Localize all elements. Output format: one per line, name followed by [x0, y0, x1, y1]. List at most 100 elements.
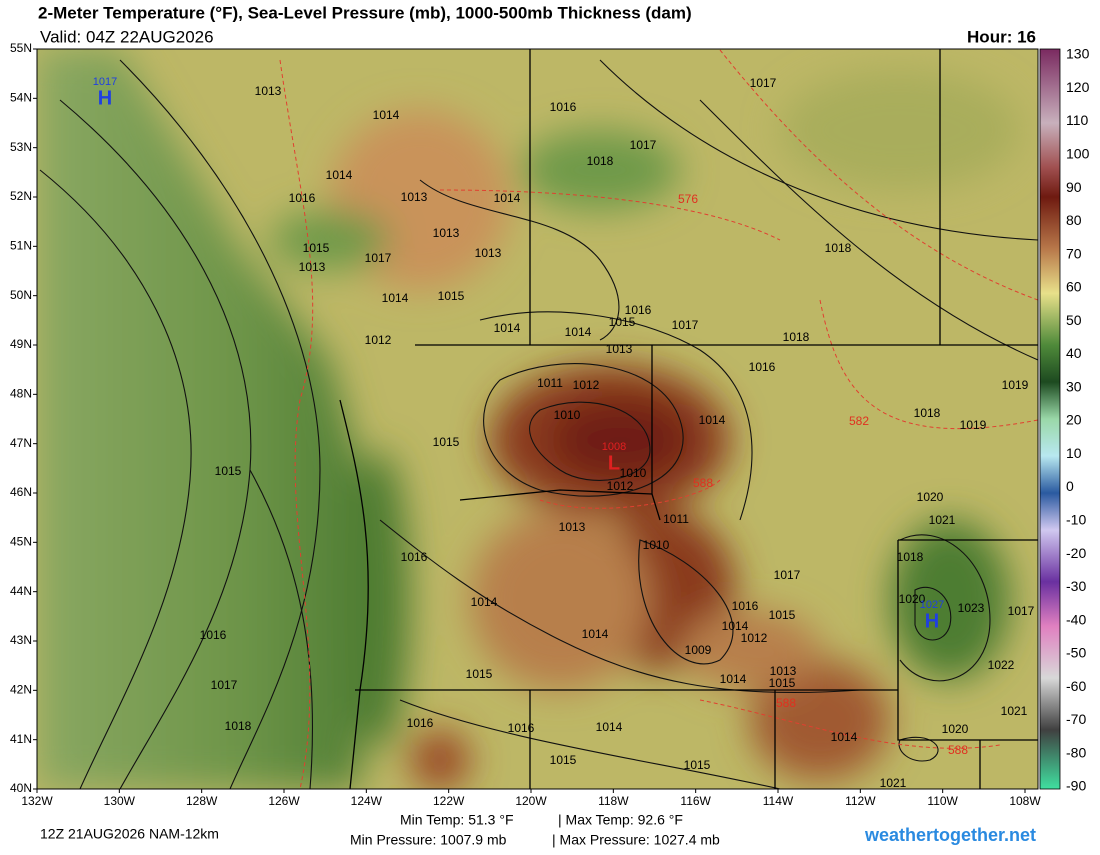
isobar-label: 1015 [684, 758, 711, 772]
map-frame [36, 48, 1039, 790]
isobar-label: 1015 [438, 289, 465, 303]
isobar-label: 1014 [722, 619, 749, 633]
isobar-label: 1020 [917, 490, 944, 504]
colorbar-label: -40 [1066, 611, 1086, 627]
isobar-label: 1018 [587, 154, 614, 168]
isobar-label: 1017 [672, 318, 699, 332]
latitude-label: 54N [10, 91, 32, 105]
isobar-label: 1010 [620, 466, 647, 480]
colorbar-label: 20 [1066, 412, 1082, 428]
longitude-label: 108W [1009, 794, 1041, 808]
isobar-label: 1013 [606, 342, 633, 356]
borders [339, 49, 1038, 789]
latitude-label: 40N [10, 781, 32, 795]
isobar-label: 1014 [596, 720, 623, 734]
isobar-label: 1016 [407, 716, 434, 730]
colorbar-label: -20 [1066, 545, 1086, 561]
isobar-label: 1016 [625, 303, 652, 317]
isobar-label: 1014 [373, 108, 400, 122]
isobar-label: 1013 [770, 664, 797, 678]
isobar-label: 1010 [554, 408, 581, 422]
isobar-label: 1014 [831, 730, 858, 744]
colorbar-label: -30 [1066, 578, 1086, 594]
thickness-label: 588 [693, 476, 713, 490]
isobar-label: 1014 [699, 413, 726, 427]
isobar-label: 1015 [215, 464, 242, 478]
valid-time: Valid: 04Z 22AUG2026 [40, 27, 214, 46]
longitude-label: 122W [433, 794, 465, 808]
isobar-label: 1017 [630, 138, 657, 152]
max-pressure: | Max Pressure: 1027.4 mb [552, 832, 720, 848]
isobar-label: 1016 [732, 599, 759, 613]
isobar-label: 1023 [958, 601, 985, 615]
isobar-label: 1016 [550, 100, 577, 114]
temperature-shading [37, 49, 1020, 789]
thickness-label: 582 [849, 414, 869, 428]
latitude-label: 45N [10, 535, 32, 549]
colorbar-label: 130 [1066, 46, 1090, 62]
latitude-label: 51N [10, 239, 32, 253]
longitude-label: 124W [351, 794, 383, 808]
site-credit: weathertogether.net [864, 825, 1036, 845]
longitude-label: 128W [186, 794, 218, 808]
isobar-label: 1018 [783, 330, 810, 344]
thickness-label: 588 [776, 696, 796, 710]
model-run: 12Z 21AUG2026 NAM-12km [40, 826, 219, 842]
min-pressure: Min Pressure: 1007.9 mb [350, 832, 507, 848]
colorbar-label: 100 [1066, 146, 1090, 162]
isobar-label: 1017 [365, 251, 392, 265]
colorbar-label: 90 [1066, 179, 1082, 195]
isobar-label: 1016 [289, 191, 316, 205]
latitude-label: 49N [10, 337, 32, 351]
isobar-label: 1022 [988, 658, 1015, 672]
longitude-label: 126W [268, 794, 300, 808]
isobar-label: 1017 [1008, 604, 1035, 618]
isobar-label: 1018 [825, 241, 852, 255]
isobar-label: 1014 [494, 321, 521, 335]
latitude-label: 42N [10, 683, 32, 697]
isobar-label: 1009 [685, 643, 712, 657]
isobar-label: 1012 [573, 378, 600, 392]
latitude-label: 52N [10, 189, 32, 203]
map-labels: 1013 1014 1014 1016 1017 1016 1013 1014 1018 1017… [93, 76, 1035, 789]
isobar-label: 1015 [609, 315, 636, 329]
isobar-label: 1013 [559, 520, 586, 534]
map-field: 1013 1014 1014 1016 1017 1016 1013 1014 1018 1017… [37, 49, 1038, 789]
colorbar-label: -10 [1066, 512, 1086, 528]
colorbar-label: 50 [1066, 312, 1082, 328]
colorbar-label: -80 [1066, 744, 1086, 760]
isobar-label: 1011 [537, 376, 563, 390]
isobar-label: 1013 [475, 246, 502, 260]
max-temp: | Max Temp: 92.6 °F [558, 812, 683, 828]
isobar-label: 1013 [433, 226, 460, 240]
longitude-label: 110W [927, 794, 958, 808]
thickness-lines [279, 49, 1038, 789]
isobar-label: 1020 [942, 722, 969, 736]
isobar-label: 1021 [929, 513, 956, 527]
isobars [39, 59, 1038, 789]
isobar-label: 1015 [550, 753, 577, 767]
colorbar-label: 70 [1066, 245, 1082, 261]
colorbar [1039, 48, 1061, 790]
longitude-label: 116W [680, 794, 711, 808]
colorbar-label: 30 [1066, 378, 1082, 394]
isobar-label: 1015 [303, 241, 330, 255]
latitude-label: 43N [10, 633, 32, 647]
colorbar-label: -60 [1066, 678, 1086, 694]
colorbar-label: -70 [1066, 711, 1086, 727]
colorbar-label: 40 [1066, 345, 1082, 361]
thickness-label: 588 [948, 743, 968, 757]
isobar-label: 1019 [960, 418, 987, 432]
colorbar-label: -90 [1066, 778, 1086, 794]
isobar-label: 1016 [508, 721, 535, 735]
isobar-label: 1020 [899, 592, 926, 606]
latitude-label: 46N [10, 485, 32, 499]
thickness-label: 576 [678, 192, 698, 206]
pressure-center-letter: H [98, 87, 112, 109]
isobar-label: 1014 [326, 168, 353, 182]
longitude-label: 118W [598, 794, 629, 808]
latitude-label: 41N [10, 732, 32, 746]
isobar-label: 1016 [401, 550, 428, 564]
